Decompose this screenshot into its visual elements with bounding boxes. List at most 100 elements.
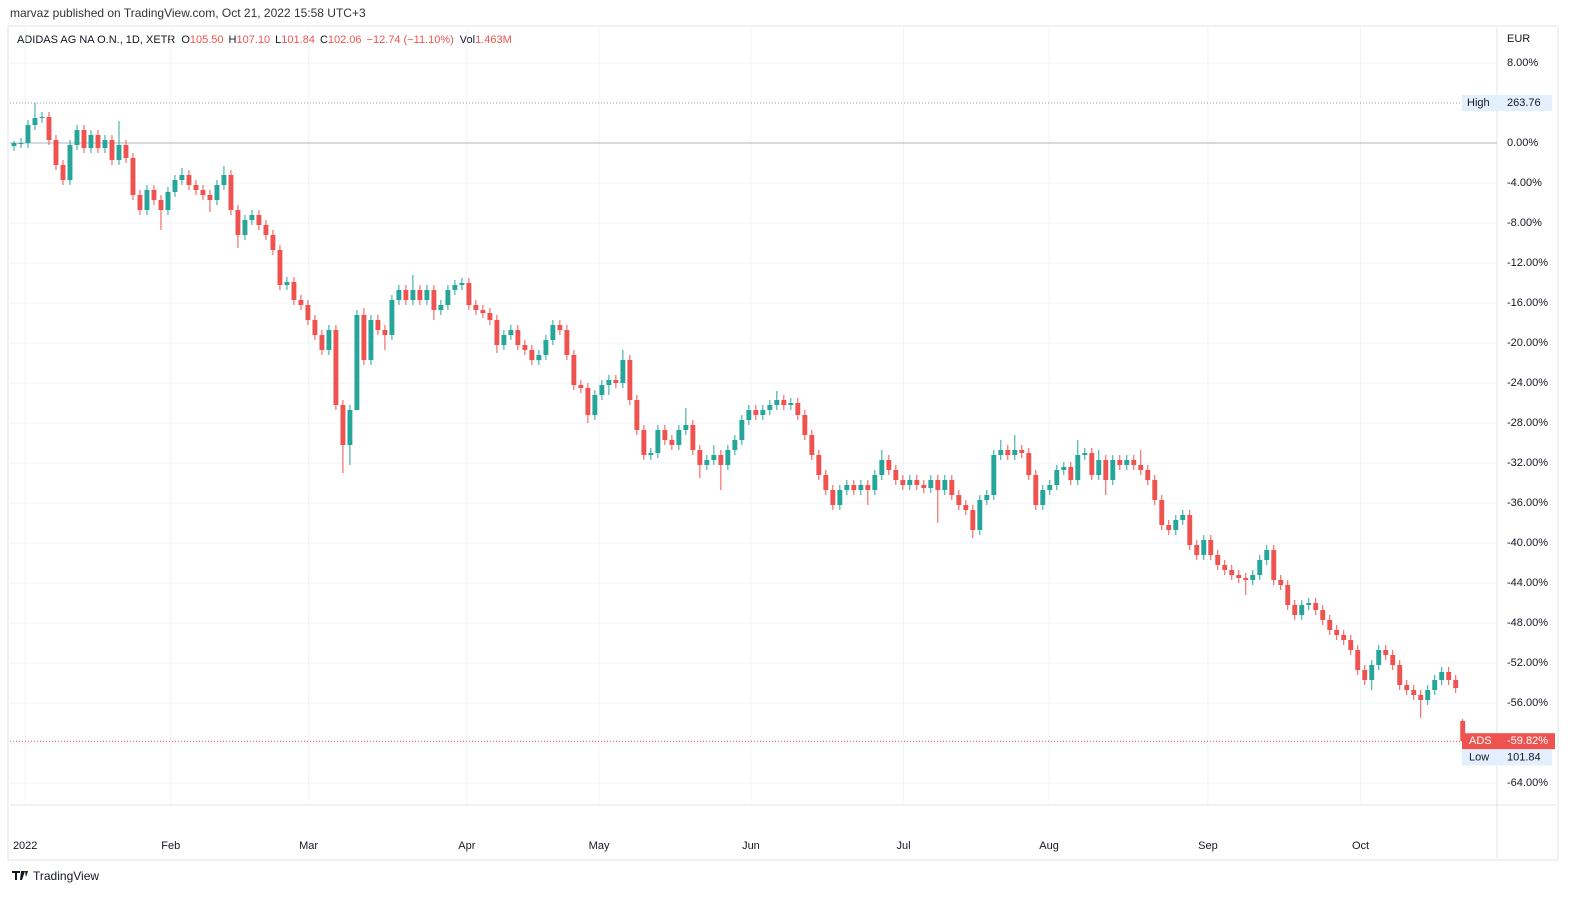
- candle-body: [1257, 560, 1263, 575]
- x-tick-label: Jul: [896, 840, 910, 852]
- candle-body: [277, 250, 283, 285]
- candle-body: [11, 143, 17, 146]
- candle-body: [697, 450, 703, 465]
- y-tick-label: -44.00%: [1507, 577, 1548, 589]
- change-value: −12.74 (−11.10%): [367, 34, 454, 46]
- x-tick-label: Apr: [458, 840, 475, 852]
- candle-body: [1187, 515, 1193, 545]
- candle-body: [249, 215, 255, 220]
- candle-body: [242, 220, 248, 235]
- candle-body: [403, 290, 409, 300]
- candle-body: [1299, 605, 1305, 615]
- candle-body: [1243, 578, 1249, 580]
- candle-body: [438, 305, 444, 310]
- candle-body: [410, 290, 416, 300]
- candle-body: [270, 235, 276, 250]
- candle-body: [1117, 460, 1123, 465]
- candle-body: [1341, 635, 1347, 640]
- candle-body: [830, 490, 836, 505]
- candle-body: [172, 180, 178, 192]
- candle-body: [1068, 467, 1074, 480]
- candle-body: [18, 143, 24, 144]
- candle-body: [340, 405, 346, 445]
- candle-body: [312, 320, 318, 335]
- low-price: 101.84: [1507, 751, 1541, 763]
- x-tick-label: Feb: [161, 840, 180, 852]
- candle-body: [921, 485, 927, 488]
- candle-body: [123, 145, 129, 158]
- candle-body: [879, 460, 885, 475]
- candle-body: [389, 300, 395, 335]
- candle-body: [116, 145, 122, 160]
- last-symbol: ADS: [1469, 735, 1492, 747]
- candle-body: [571, 355, 577, 385]
- candle-body: [529, 350, 535, 360]
- candle-body: [1019, 450, 1025, 453]
- candle-body: [466, 283, 472, 305]
- candle-body: [872, 475, 878, 490]
- y-tick-label: -20.00%: [1507, 337, 1548, 349]
- candle-body: [1306, 603, 1312, 605]
- candle-body: [998, 450, 1004, 455]
- high-label-bg: [1462, 95, 1552, 111]
- candle-body: [431, 290, 437, 310]
- candle-body: [809, 435, 815, 455]
- candle-body: [1390, 655, 1396, 665]
- candle-body: [788, 403, 794, 405]
- candle-body: [746, 410, 752, 420]
- candle-body: [1320, 610, 1326, 620]
- candle-body: [1278, 580, 1284, 585]
- candle-body: [767, 405, 773, 410]
- candle-body: [1222, 565, 1228, 570]
- candle-body: [1292, 605, 1298, 615]
- x-tick-label: Sep: [1198, 840, 1218, 852]
- candle-body: [844, 485, 850, 490]
- candle-body: [1075, 455, 1081, 480]
- source-text: marvaz published on TradingView.com, Oct…: [10, 6, 366, 20]
- candle-body: [1362, 670, 1368, 680]
- y-tick-label: -64.00%: [1507, 777, 1548, 789]
- candle-body: [851, 485, 857, 490]
- candle-body: [1054, 470, 1060, 485]
- candle-body: [753, 410, 759, 415]
- candle-body: [648, 453, 654, 455]
- candle-body: [592, 395, 598, 415]
- candle-body: [1040, 490, 1046, 505]
- candle-body: [893, 470, 899, 480]
- candle-body: [347, 410, 353, 445]
- candle-body: [1166, 525, 1172, 530]
- candle-body: [1264, 550, 1270, 560]
- candle-body: [676, 430, 682, 445]
- low-label-bg: [1462, 749, 1552, 766]
- candle-body: [543, 340, 549, 355]
- candle-body: [515, 330, 521, 345]
- candle-body: [1061, 467, 1067, 470]
- candle-body: [291, 282, 297, 300]
- candle-body: [585, 388, 591, 415]
- candle-body: [452, 285, 458, 290]
- volume-key: Vol: [460, 34, 475, 46]
- candle-body: [88, 135, 94, 148]
- candle-body: [130, 158, 136, 195]
- candle-body: [991, 455, 997, 495]
- candle-body: [368, 320, 374, 360]
- candle-body: [221, 175, 227, 185]
- high-label: High: [1467, 97, 1490, 109]
- candle-body: [424, 290, 430, 300]
- candle-body: [1131, 460, 1137, 465]
- candle-body: [333, 330, 339, 405]
- candle-body: [494, 320, 500, 345]
- candle-body: [1152, 480, 1158, 500]
- candle-body: [74, 130, 80, 145]
- candle-body: [445, 290, 451, 305]
- legend-line: ADIDAS AG NA O.N., 1D, XETR O105.50 H107.1…: [17, 34, 512, 46]
- candle-body: [522, 345, 528, 350]
- ohlc-key: H: [229, 34, 237, 46]
- y-tick-label: -8.00%: [1507, 217, 1542, 229]
- candle-body: [1383, 650, 1389, 655]
- candle-body: [228, 175, 234, 210]
- candle-body: [1096, 460, 1102, 475]
- candle-body: [1194, 545, 1200, 555]
- candle-body: [928, 480, 934, 488]
- candle-body: [473, 305, 479, 310]
